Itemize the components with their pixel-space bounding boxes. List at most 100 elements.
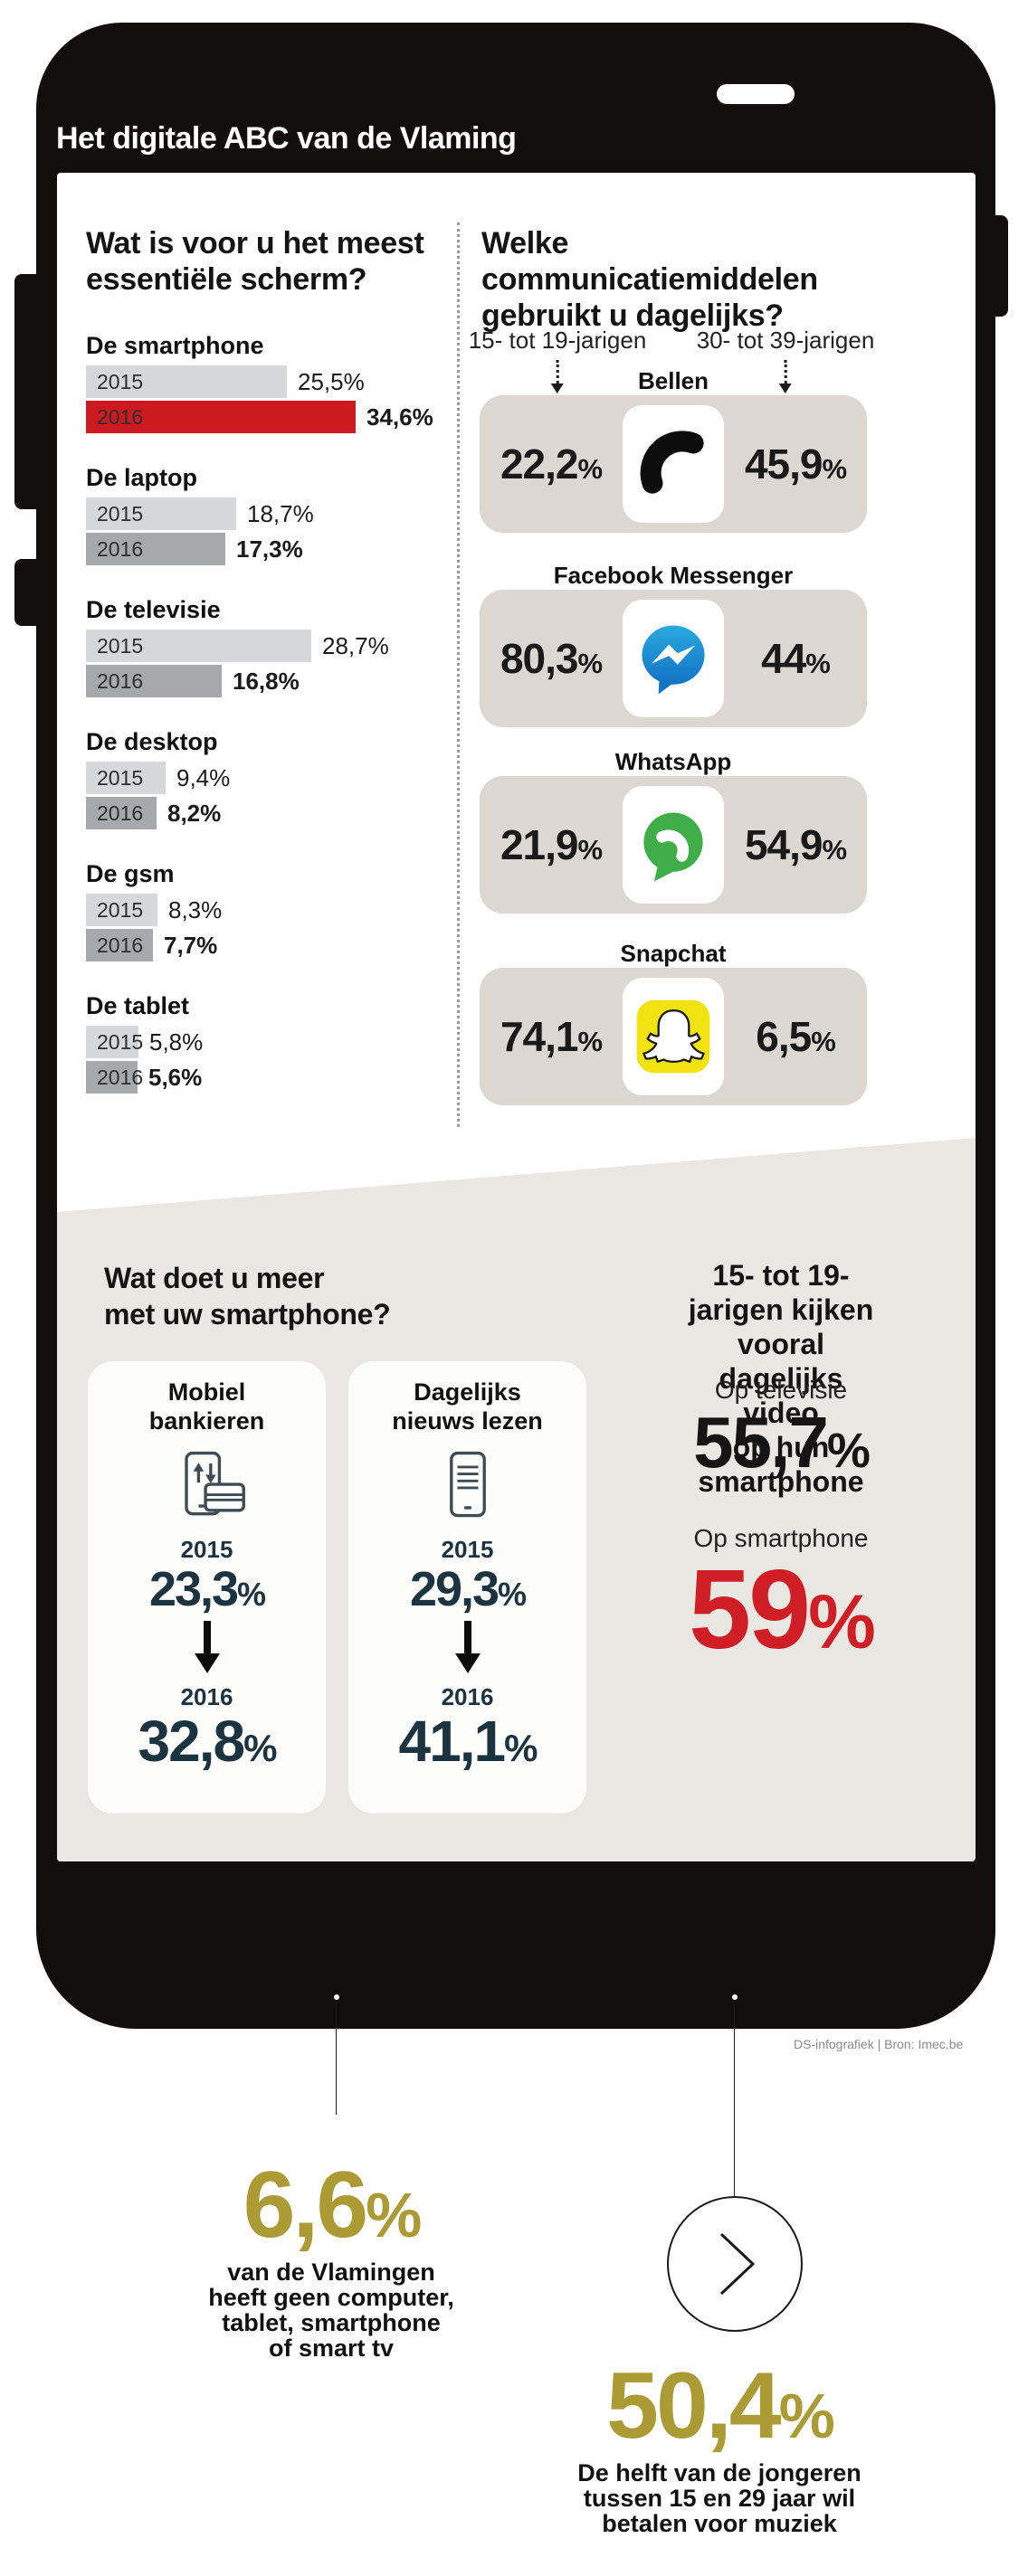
chevron-right-icon bbox=[719, 2232, 756, 2296]
stat-pay-for-music: 50,4% De helft van de jongeren tussen 15… bbox=[577, 2353, 861, 2537]
value-to: 41,1% bbox=[398, 1708, 538, 1774]
phone-side-button-bottom bbox=[14, 559, 40, 626]
bar-value-2016: 7,7% bbox=[164, 931, 218, 959]
card-mobiel-bankieren: Mobiel bankieren 2015 23,3% bbox=[88, 1361, 326, 1814]
bar-value-2015: 8,3% bbox=[168, 895, 223, 923]
messenger-icon bbox=[623, 600, 724, 717]
comm-row-whatsapp: WhatsApp 21,9% 54,9% bbox=[480, 747, 867, 914]
pct-right: 45,9% bbox=[744, 440, 847, 488]
comm-card: 80,3% 44% bbox=[480, 590, 867, 727]
bar-year-label: 2015 bbox=[97, 765, 144, 790]
bar-item-laptop: De laptop 2015 18,7% 2016 17,3% bbox=[86, 464, 448, 565]
question-screens: Wat is voor u het meest essentiële scher… bbox=[86, 226, 424, 297]
bar-year-label: 2015 bbox=[97, 369, 144, 393]
bar-year-label: 2015 bbox=[97, 897, 144, 922]
bar-2015: 2015 bbox=[86, 365, 287, 398]
bar-year-label: 2016 bbox=[97, 933, 144, 957]
bar-year-label: 2016 bbox=[97, 404, 144, 429]
dotted-arrow-icon bbox=[784, 360, 787, 384]
down-arrow-icon bbox=[88, 1619, 326, 1680]
pct-left: 21,9% bbox=[500, 821, 603, 868]
bar-item-tablet: De tablet 2015 5,8% 2016 5,6% bbox=[86, 992, 448, 1094]
app-name: Facebook Messenger bbox=[553, 562, 794, 589]
pct-left: 80,3% bbox=[500, 635, 603, 682]
bar-year-label: 2016 bbox=[97, 800, 144, 825]
phone-speaker bbox=[717, 84, 795, 104]
comm-card: 74,1% 6,5% bbox=[480, 968, 867, 1105]
year-from: 2015 bbox=[441, 1536, 494, 1563]
bar-2015: 2015 bbox=[86, 1026, 143, 1058]
question-smartphone-usage: Wat doet u meer met uw smartphone? bbox=[104, 1262, 391, 1331]
bar-2016: 2016 bbox=[86, 533, 225, 565]
bar-2016: 2016 bbox=[86, 665, 222, 697]
age-group-right: 30- tot 39-jarigen bbox=[697, 327, 874, 393]
bar-value-2015: 18,7% bbox=[247, 499, 314, 527]
value-to: 32,8% bbox=[138, 1708, 278, 1774]
age-group-left: 15- tot 19-jarigen bbox=[469, 327, 646, 393]
callout-dot-right bbox=[732, 1994, 738, 2000]
news-reading-icon bbox=[348, 1444, 586, 1532]
dotted-divider bbox=[457, 223, 460, 1127]
value-from: 23,3% bbox=[148, 1562, 266, 1616]
stat-op-televisie: Op televisie 55,7% bbox=[693, 1376, 871, 1482]
bar-value-2016: 8,2% bbox=[167, 799, 222, 827]
down-arrow-icon bbox=[348, 1619, 586, 1680]
pct-right: 44% bbox=[761, 635, 831, 682]
bar-2016-highlight: 2016 bbox=[86, 401, 356, 433]
device-label: De tablet bbox=[86, 992, 190, 1019]
callout-dot-left bbox=[334, 1994, 339, 2000]
bar-2016: 2016 bbox=[86, 1061, 143, 1094]
whatsapp-icon bbox=[623, 786, 724, 904]
phone-screen: Wat is voor u het meest essentiële scher… bbox=[57, 173, 976, 1861]
bar-item-televisie: De televisie 2015 28,7% 2016 16,8% bbox=[86, 596, 448, 697]
snapchat-icon bbox=[623, 978, 724, 1095]
device-label: De televisie bbox=[86, 596, 221, 623]
value-from: 29,3% bbox=[409, 1562, 527, 1616]
device-label: De smartphone bbox=[86, 332, 264, 359]
bar-2015: 2015 bbox=[86, 762, 166, 794]
device-label: De desktop bbox=[86, 728, 218, 755]
question-communication: Welke communicatiemiddelen gebruikt u da… bbox=[481, 226, 818, 333]
callout-line-left bbox=[336, 2001, 337, 2115]
bar-2015: 2015 bbox=[86, 497, 236, 530]
card-nieuws-lezen: Dagelijks nieuws lezen 2015 29,3% bbox=[348, 1361, 586, 1814]
callout-line-right bbox=[734, 2001, 735, 2196]
pct-right: 6,5% bbox=[756, 1013, 836, 1060]
bar-value-2016: 17,3% bbox=[236, 535, 303, 563]
bar-value-2015: 25,5% bbox=[298, 367, 365, 395]
comm-row-snapchat: Snapchat 74,1% 6,5% bbox=[480, 939, 867, 1105]
bar-year-label: 2015 bbox=[97, 1029, 144, 1054]
bar-value-2016: 5,6% bbox=[148, 1063, 203, 1091]
device-label: De laptop bbox=[86, 464, 198, 491]
card-title: Mobiel bankieren bbox=[148, 1378, 265, 1435]
bar-value-2016: 16,8% bbox=[233, 667, 300, 695]
year-from: 2015 bbox=[180, 1536, 233, 1563]
bar-2015: 2015 bbox=[86, 630, 311, 662]
phone-side-button-top bbox=[14, 274, 40, 509]
bar-year-label: 2015 bbox=[97, 501, 144, 526]
bar-year-label: 2015 bbox=[97, 633, 144, 658]
bar-value-2015: 5,8% bbox=[149, 1028, 204, 1056]
next-button[interactable] bbox=[667, 2196, 803, 2332]
bar-year-label: 2016 bbox=[97, 536, 144, 561]
stat-no-devices: 6,6% van de Vlamingen heeft geen compute… bbox=[208, 2153, 454, 2362]
pct-left: 22,2% bbox=[500, 440, 603, 488]
bar-value-2016: 34,6% bbox=[366, 402, 433, 431]
bar-2015: 2015 bbox=[86, 894, 157, 926]
bar-2016: 2016 bbox=[86, 929, 153, 961]
stat-op-smartphone: Op smartphone 59% bbox=[689, 1524, 876, 1672]
pct-left: 74,1% bbox=[500, 1013, 603, 1060]
app-name: Snapchat bbox=[620, 940, 727, 967]
bar-item-smartphone: De smartphone 2015 25,5% 2016 34,6% bbox=[86, 332, 448, 433]
source-credit: DS-infografiek | Bron: Imec.be bbox=[794, 2037, 964, 2051]
comm-card: 22,2% 45,9% bbox=[480, 395, 867, 533]
comm-row-bellen: Bellen 22,2% 45,9% bbox=[480, 366, 867, 533]
app-name: Bellen bbox=[637, 367, 709, 394]
bar-2016: 2016 bbox=[86, 797, 157, 829]
device-label: De gsm bbox=[86, 860, 175, 887]
device-bar-chart: De smartphone 2015 25,5% 2016 34,6% De l… bbox=[86, 332, 448, 1124]
bar-year-label: 2016 bbox=[97, 1065, 144, 1089]
app-name: WhatsApp bbox=[614, 748, 732, 775]
bar-value-2015: 28,7% bbox=[322, 631, 389, 659]
dotted-arrow-icon bbox=[556, 360, 559, 384]
